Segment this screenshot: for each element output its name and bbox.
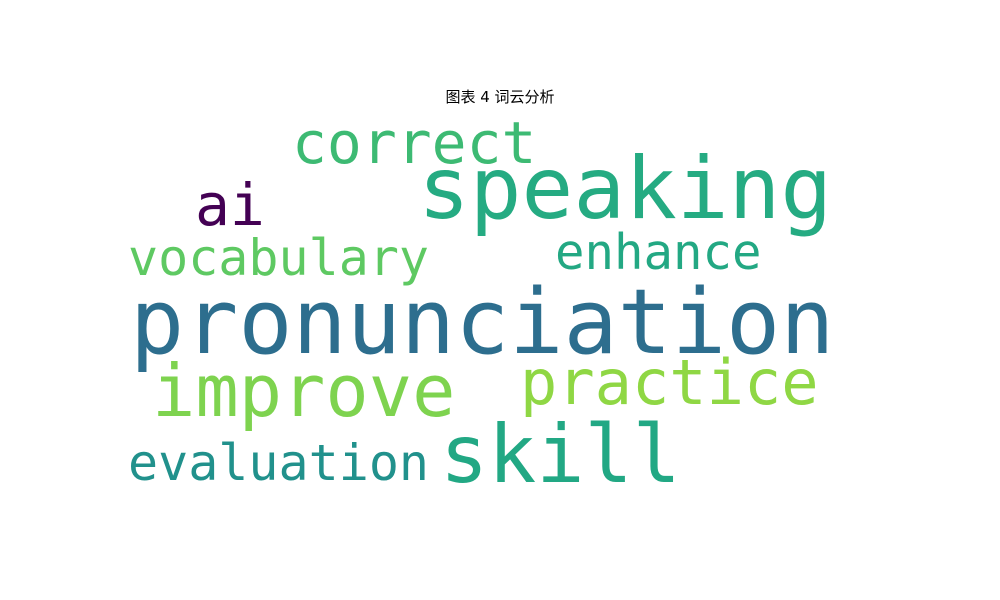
chart-title: 图表 4 词云分析 bbox=[445, 88, 555, 106]
word-pronunciation: pronunciation bbox=[130, 270, 835, 375]
word-evaluation: evaluation bbox=[128, 434, 430, 492]
word-ai: ai bbox=[195, 171, 265, 239]
word-enhance: enhance bbox=[555, 224, 762, 281]
word-speaking: speaking bbox=[418, 139, 833, 239]
word-correct: correct bbox=[292, 109, 537, 177]
word-vocabulary: vocabulary bbox=[128, 229, 430, 287]
word-skill: skill bbox=[440, 408, 681, 501]
word-practice: practice bbox=[520, 346, 819, 419]
word-improve: improve bbox=[152, 349, 456, 433]
